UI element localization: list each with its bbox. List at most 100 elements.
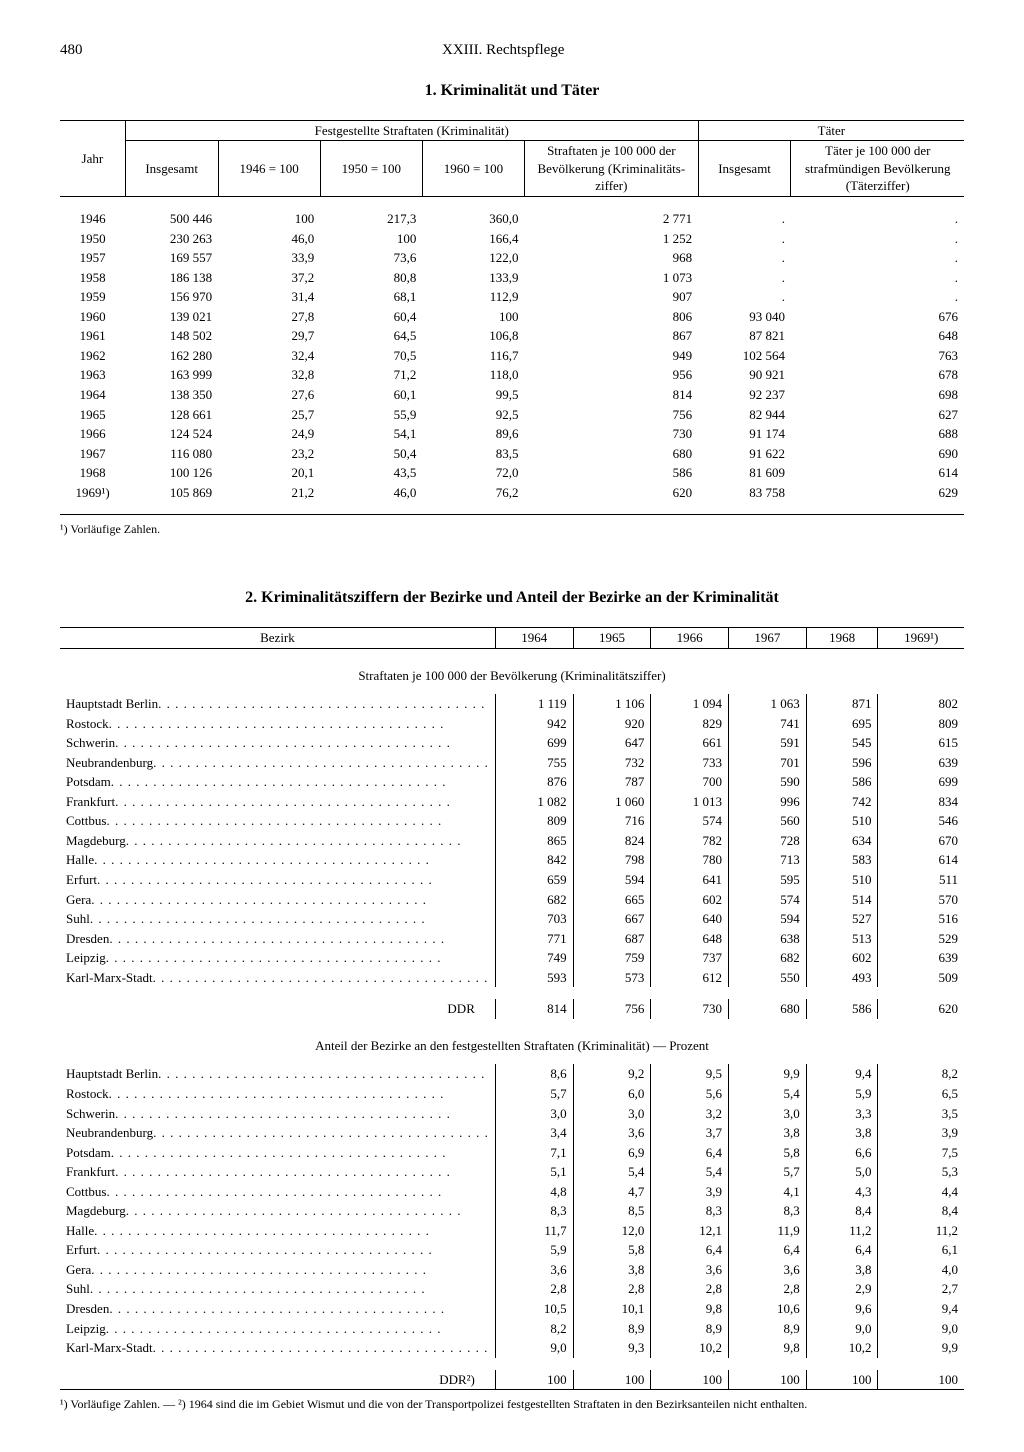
col-1960: 1960 = 100 [422,141,524,197]
cell-val: 4,8 [495,1182,573,1202]
cell-val: 742 [806,792,878,812]
cell-bezirk: Dresden [60,1299,495,1319]
cell-val: 602 [806,948,878,968]
cell-i46: 32,4 [218,346,320,366]
cell-val: 667 [573,909,651,929]
cell-val: 546 [878,811,964,831]
cell-val: 8,9 [651,1319,729,1339]
cell-jahr: 1965 [60,405,125,425]
table-row: 1959156 97031,468,1112,9907.. [60,287,964,307]
cell-val: 3,5 [878,1104,964,1124]
cell-val: 529 [878,929,964,949]
table-row: 1957169 55733,973,6122,0968.. [60,248,964,268]
cell-val: 3,4 [495,1123,573,1143]
cell-i46: 31,4 [218,287,320,307]
cell-val: 699 [878,772,964,792]
cell-val: 595 [729,870,807,890]
cell-tz: 698 [791,385,964,405]
cell-i60: 92,5 [422,405,524,425]
cell-bezirk: Cottbus [60,811,495,831]
cell-val: 9,8 [729,1338,807,1358]
cell-val: 834 [878,792,964,812]
col-bezirk: Bezirk [60,628,495,649]
total-val: 100 [878,1370,964,1390]
cell-val: 3,6 [729,1260,807,1280]
cell-val: 701 [729,753,807,773]
cell-val: 9,0 [878,1319,964,1339]
cell-jahr: 1969¹) [60,483,125,503]
cell-val: 771 [495,929,573,949]
cell-val: 9,4 [806,1064,878,1084]
cell-val: 516 [878,909,964,929]
cell-val: 809 [495,811,573,831]
cell-val: 12,1 [651,1221,729,1241]
cell-zf: 680 [525,444,699,464]
cell-tz: . [791,268,964,288]
cell-val: 647 [573,733,651,753]
cell-val: 493 [806,968,878,988]
cell-val: 3,7 [651,1123,729,1143]
cell-val: 782 [651,831,729,851]
cell-val: 11,9 [729,1221,807,1241]
cell-val: 2,9 [806,1279,878,1299]
cell-ti: . [698,268,791,288]
table-row: 1965128 66125,755,992,575682 944627 [60,405,964,425]
cell-val: 5,9 [495,1240,573,1260]
total-val: 756 [573,999,651,1019]
cell-val: 695 [806,714,878,734]
cell-i60: 166,4 [422,229,524,249]
total-val: 620 [878,999,964,1019]
cell-val: 732 [573,753,651,773]
cell-i60: 112,9 [422,287,524,307]
cell-val: 3,8 [806,1260,878,1280]
cell-i50: 50,4 [320,444,422,464]
cell-bezirk: Neubrandenburg [60,1123,495,1143]
cell-tz: . [791,248,964,268]
cell-val: 10,2 [651,1338,729,1358]
cell-tz: . [791,209,964,229]
cell-ti: 83 758 [698,483,791,503]
cell-bezirk: Gera [60,890,495,910]
col-1969: 1969¹) [878,628,964,649]
cell-val: 574 [729,890,807,910]
cell-insg: 500 446 [125,209,218,229]
cell-val: 755 [495,753,573,773]
cell-val: 682 [729,948,807,968]
cell-val: 612 [651,968,729,988]
cell-val: 634 [806,831,878,851]
cell-val: 3,0 [495,1104,573,1124]
cell-val: 5,4 [573,1162,651,1182]
cell-val: 829 [651,714,729,734]
cell-i46: 46,0 [218,229,320,249]
total-val: 100 [729,1370,807,1390]
cell-i60: 118,0 [422,365,524,385]
cell-val: 3,0 [729,1104,807,1124]
cell-val: 700 [651,772,729,792]
cell-zf: 806 [525,307,699,327]
cell-val: 871 [806,694,878,714]
total-val: 730 [651,999,729,1019]
table-row: Halle11,712,012,111,911,211,2 [60,1221,964,1241]
cell-val: 1 082 [495,792,573,812]
table-row: 1962162 28032,470,5116,7949102 564763 [60,346,964,366]
cell-i50: 60,4 [320,307,422,327]
cell-ti: 81 609 [698,463,791,483]
cell-zf: 907 [525,287,699,307]
subheading-b: Anteil der Bezirke an den festgestellten… [60,1019,964,1065]
cell-zf: 956 [525,365,699,385]
cell-i60: 106,8 [422,326,524,346]
cell-val: 8,5 [573,1201,651,1221]
cell-tz: . [791,229,964,249]
cell-insg: 230 263 [125,229,218,249]
cell-val: 1 013 [651,792,729,812]
cell-jahr: 1962 [60,346,125,366]
cell-tz: 688 [791,424,964,444]
cell-i46: 27,8 [218,307,320,327]
table-row: Potsdam876787700590586699 [60,772,964,792]
cell-i50: 54,1 [320,424,422,444]
cell-val: 5,7 [729,1162,807,1182]
col-1967: 1967 [729,628,807,649]
page-header: 480 XXIII. Rechtspflege [60,40,964,60]
cell-val: 8,6 [495,1064,573,1084]
cell-val: 590 [729,772,807,792]
